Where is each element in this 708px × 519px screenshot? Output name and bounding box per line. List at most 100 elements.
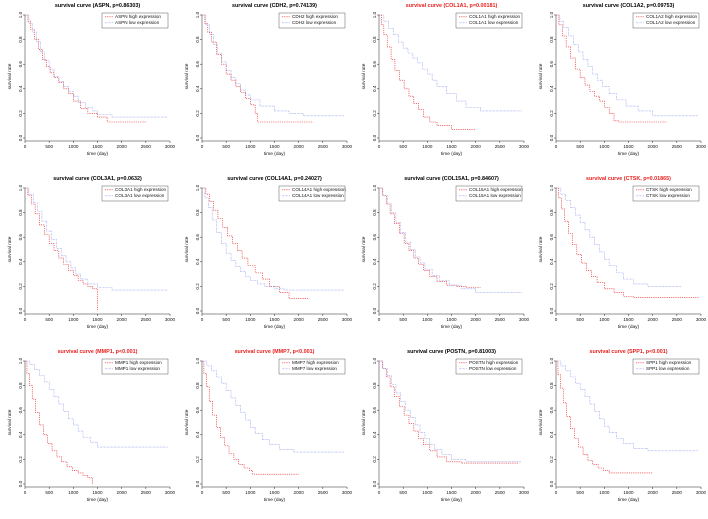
- legend-label: COL1A1 high expression: [469, 14, 521, 19]
- x-tick-label: 500: [576, 317, 584, 322]
- x-tick-label: 1000: [68, 490, 79, 495]
- y-tick-label: 0.6: [18, 407, 23, 414]
- legend-label: CDH2 high expression: [292, 14, 338, 19]
- y-axis-label: survival rate: [184, 236, 190, 262]
- y-tick-label: 0.6: [372, 407, 377, 414]
- x-tick-label: 1000: [422, 490, 433, 495]
- y-axis-label: survival rate: [361, 63, 367, 89]
- x-tick-label: 1500: [446, 144, 457, 149]
- y-tick-label: 1.0: [195, 11, 200, 18]
- legend-box: [278, 358, 346, 375]
- x-axis-label: time (day): [618, 497, 640, 503]
- x-tick-label: 2500: [672, 317, 683, 322]
- x-tick-label: 0: [24, 144, 27, 149]
- legend-label: SPP1 high expression: [646, 360, 692, 365]
- legend-label: COL3A1 high expression: [115, 187, 167, 192]
- x-tick-label: 500: [222, 490, 230, 495]
- y-axis-label: survival rate: [7, 409, 13, 435]
- x-tick-label: 500: [399, 144, 407, 149]
- y-axis-label: survival rate: [184, 63, 190, 89]
- x-tick-label: 1500: [623, 490, 634, 495]
- legend-label: ASPN low expression: [115, 20, 160, 25]
- survival-chart-panel: survival curve (SPP1, p<0.001) 0 500 1000 15…: [531, 346, 708, 519]
- y-tick-label: 0.2: [372, 110, 377, 117]
- series-line: [25, 187, 168, 291]
- series-line: [202, 187, 309, 299]
- x-tick-label: 3000: [165, 317, 176, 322]
- chart-title: survival curve (POSTN, p=0.81003): [407, 349, 496, 355]
- x-axis-label: time (day): [264, 497, 286, 503]
- survival-chart-panel: survival curve (COL14A1, p=0.24027) 0 500 1…: [177, 173, 354, 346]
- legend-label: POSTN low expression: [469, 366, 517, 371]
- series-line: [379, 14, 476, 130]
- series-line: [25, 14, 168, 118]
- series-line: [556, 14, 668, 123]
- x-tick-label: 3000: [342, 144, 353, 149]
- x-axis-label: time (day): [87, 497, 109, 503]
- x-tick-label: 1500: [92, 317, 103, 322]
- survival-chart-svg: survival curve (COL1A2, p=0.09753) 0 500 10…: [538, 3, 707, 157]
- legend-box: [101, 185, 169, 202]
- x-tick-label: 3000: [519, 144, 530, 149]
- x-tick-label: 2000: [294, 490, 305, 495]
- x-tick-label: 1000: [68, 144, 79, 149]
- legend-label: MMP7 high expression: [292, 360, 339, 365]
- chart-title: survival curve (COL3A1, p=0.0632): [53, 176, 142, 182]
- legend-label: COL1A2 high expression: [646, 14, 698, 19]
- legend-label: ASPN high expression: [115, 14, 161, 19]
- survival-chart-svg: survival curve (CDH2, p=0.74139) 0 500 1000…: [184, 3, 353, 157]
- x-tick-label: 2000: [294, 317, 305, 322]
- x-tick-label: 2500: [141, 490, 152, 495]
- y-tick-label: 1.0: [195, 184, 200, 191]
- survival-chart-panel: survival curve (COL15A1, p=0.84607) 0 500 1…: [354, 173, 531, 346]
- chart-title: survival curve (COL1A2, p=0.09753): [583, 3, 675, 9]
- x-axis-label: time (day): [618, 324, 640, 330]
- x-axis-label: time (day): [441, 497, 463, 503]
- y-tick-label: 0.4: [372, 85, 377, 92]
- x-tick-label: 2500: [141, 144, 152, 149]
- survival-chart-panel: survival curve (POSTN, p=0.81003) 0 500 100…: [354, 346, 531, 519]
- y-tick-label: 0.4: [18, 258, 23, 265]
- x-tick-label: 1000: [245, 317, 256, 322]
- y-tick-label: 0.2: [372, 456, 377, 463]
- y-tick-label: 0.0: [549, 307, 554, 314]
- series-line: [202, 14, 314, 123]
- x-axis-label: time (day): [264, 324, 286, 330]
- y-axis-label: survival rate: [361, 409, 367, 435]
- y-axis-label: survival rate: [538, 63, 544, 89]
- y-tick-label: 0.2: [195, 283, 200, 290]
- x-tick-label: 1500: [269, 144, 280, 149]
- x-tick-label: 2500: [141, 317, 152, 322]
- x-tick-label: 1500: [446, 317, 457, 322]
- x-axis-label: time (day): [441, 324, 463, 330]
- series-line: [202, 360, 299, 475]
- y-tick-label: 0.0: [18, 480, 23, 487]
- x-tick-label: 2000: [117, 317, 128, 322]
- y-tick-label: 0.0: [372, 134, 377, 141]
- x-tick-label: 3000: [519, 317, 530, 322]
- survival-chart-svg: survival curve (POSTN, p=0.81003) 0 500 100…: [361, 349, 530, 503]
- x-tick-label: 1000: [245, 144, 256, 149]
- survival-chart-svg: survival curve (MMP1, p<0.001) 0 500 1000 15…: [7, 349, 176, 503]
- x-tick-label: 0: [378, 317, 381, 322]
- y-tick-label: 0.6: [18, 61, 23, 68]
- y-tick-label: 1.0: [549, 357, 554, 364]
- y-axis-label: survival rate: [361, 236, 367, 262]
- survival-chart-svg: survival curve (CTSK, p=0.01865) 0 500 1000…: [538, 176, 707, 330]
- y-tick-label: 0.0: [372, 307, 377, 314]
- survival-chart-svg: survival curve (ASPN, p=0.86303) 0 500 1000…: [7, 3, 176, 157]
- legend-label: MMP7 low expression: [292, 366, 337, 371]
- y-tick-label: 0.4: [18, 431, 23, 438]
- legend-box: [632, 185, 700, 202]
- x-tick-label: 3000: [519, 490, 530, 495]
- y-tick-label: 1.0: [195, 357, 200, 364]
- y-tick-label: 0.8: [372, 382, 377, 389]
- series-line: [25, 14, 146, 123]
- y-tick-label: 0.4: [18, 85, 23, 92]
- x-tick-label: 2000: [648, 144, 659, 149]
- x-tick-label: 2000: [648, 317, 659, 322]
- x-tick-label: 2500: [318, 144, 329, 149]
- y-tick-label: 0.2: [18, 110, 23, 117]
- x-tick-label: 0: [555, 317, 558, 322]
